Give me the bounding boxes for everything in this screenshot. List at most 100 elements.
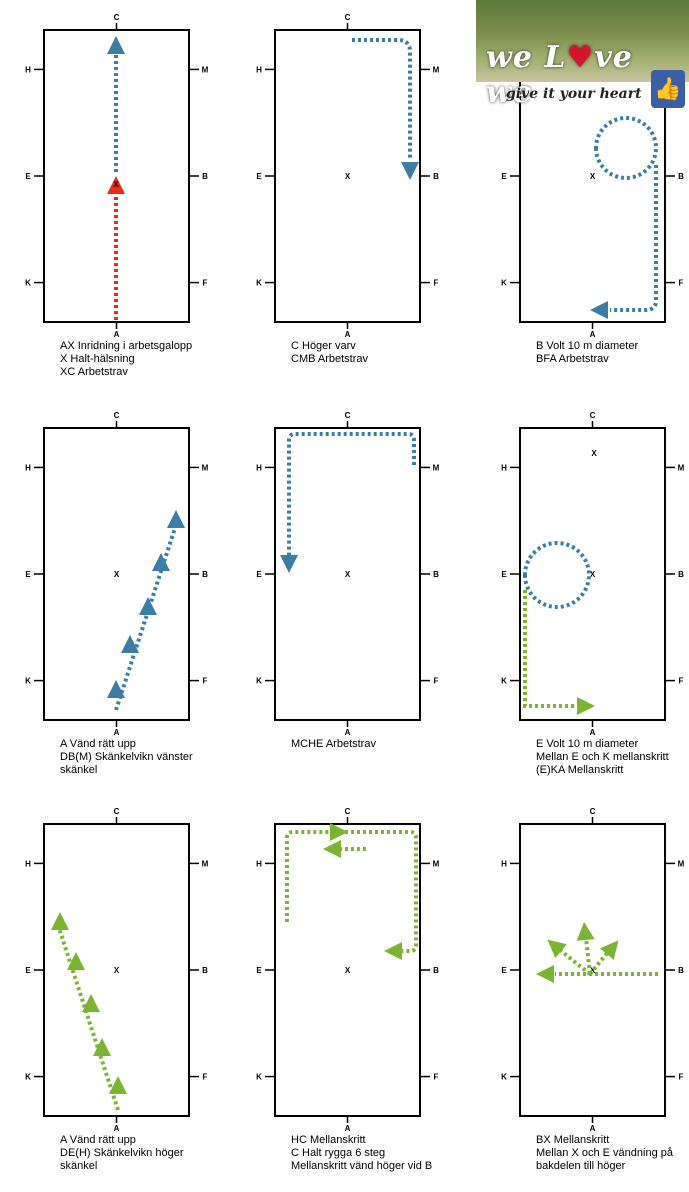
logo-wordmark: we L♥ve we [486, 40, 633, 110]
green-arrow-icon [599, 940, 619, 960]
letter-k: K [256, 677, 262, 686]
letter-h: H [25, 859, 31, 868]
letter-k: K [25, 1073, 31, 1082]
blue-path [287, 432, 416, 555]
caption-8: HC Mellanskritt C Halt rygga 6 steg Mellan… [291, 1134, 432, 1173]
we-love-logo[interactable]: we L♥ve we give it your heart 👍 [476, 0, 689, 112]
green-arrow-icon [547, 939, 567, 959]
movement-paths-layer: XX [51, 36, 659, 1111]
caption-line: XC Arbetstrav [60, 366, 128, 378]
caption-line: BX Mellanskritt [536, 1134, 610, 1146]
arena-8: C A H M E B K F X [256, 807, 440, 1133]
letter-h: H [256, 463, 262, 472]
center-x: X [590, 570, 596, 579]
center-x: X [114, 966, 120, 975]
letter-a: A [345, 330, 351, 339]
letter-k: K [25, 677, 31, 686]
letter-f: F [434, 1073, 439, 1082]
arenas-layer: C A H M E B K F C A H M E B K F X A H M E B K F X C A H M E B K F C A H M E B K… [25, 13, 685, 1133]
letter-e: E [25, 966, 31, 975]
blue-arrow-icon [121, 635, 139, 653]
blue-arrow-icon [107, 680, 125, 698]
caption-line: bakdelen till höger [536, 1160, 626, 1172]
blue-arrow-icon [107, 36, 125, 54]
caption-line: BFA Arbetstrav [536, 353, 609, 365]
letter-b: B [678, 570, 684, 579]
letter-e: E [256, 570, 262, 579]
logo-tagline: give it your heart [506, 86, 642, 102]
letter-f: F [203, 279, 208, 288]
blue-arrow-icon [401, 162, 419, 180]
letter-c: C [345, 13, 351, 22]
letter-m: M [678, 859, 685, 868]
caption-line: AX Inridning i arbetsgalopp [60, 340, 193, 352]
caption-5: MCHE Arbetstrav [291, 738, 376, 751]
letter-b: B [202, 172, 208, 181]
green-path [523, 590, 575, 708]
caption-line: C Halt rygga 6 steg [291, 1147, 386, 1159]
letter-k: K [501, 279, 507, 288]
letter-h: H [25, 463, 31, 472]
caption-line: skänkel [60, 1160, 98, 1172]
arena-6: C A H M E B K F X [501, 411, 685, 737]
arena-4: C A H M E B K F [25, 411, 209, 737]
caption-9: BX Mellanskritt Mellan X och E vändning p… [536, 1134, 673, 1173]
letter-e: E [25, 172, 31, 181]
letter-b: B [433, 966, 439, 975]
letter-m: M [433, 65, 440, 74]
arena-2: C A H M E B K F X [256, 13, 440, 339]
heart-icon: ♥ [566, 40, 595, 75]
letter-k: K [25, 279, 31, 288]
letter-c: C [590, 411, 596, 420]
letter-m: M [678, 463, 685, 472]
letter-c: C [590, 807, 596, 816]
green-path [584, 937, 592, 975]
letter-m: M [433, 859, 440, 868]
letter-f: F [679, 677, 684, 686]
blue-circle-path [594, 116, 659, 180]
caption-line: B Volt 10 m diameter [536, 340, 639, 352]
letter-m: M [433, 463, 440, 472]
letter-m: M [202, 859, 209, 868]
green-path [56, 924, 120, 1111]
letter-a: A [114, 1124, 120, 1133]
letter-b: B [202, 966, 208, 975]
letter-f: F [203, 1073, 208, 1082]
letter-h: H [25, 65, 31, 74]
green-path [345, 830, 418, 953]
letter-a: A [590, 728, 596, 737]
green-arrow-icon [384, 942, 402, 960]
blue-arrow-icon [590, 301, 608, 319]
letter-c: C [114, 13, 120, 22]
thumbs-up-icon: 👍 [651, 70, 685, 108]
horse-photo [476, 0, 689, 82]
letter-b: B [678, 966, 684, 975]
green-arrow-icon [67, 952, 85, 970]
caption-line: Mellan E och K mellanskritt [536, 751, 669, 763]
blue-path [352, 38, 412, 160]
letter-e: E [256, 966, 262, 975]
letter-k: K [256, 1073, 262, 1082]
letter-c: C [114, 411, 120, 420]
letter-a: A [590, 1124, 596, 1133]
halt-x-mark: X [591, 449, 597, 458]
letter-k: K [501, 1073, 507, 1082]
blue-circle-path [523, 541, 592, 609]
caption-line: X Halt-hälsning [60, 353, 135, 365]
letter-h: H [501, 859, 507, 868]
letter-h: H [256, 859, 262, 868]
caption-line: Mellanskritt vänd höger vid B [291, 1160, 433, 1172]
letter-e: E [501, 966, 507, 975]
caption-line: E Volt 10 m diameter [536, 738, 639, 750]
center-x: X [345, 570, 351, 579]
green-arrow-icon [51, 912, 69, 930]
letter-m: M [202, 463, 209, 472]
green-arrow-icon [82, 994, 100, 1012]
center-x: X [114, 570, 120, 579]
letter-h: H [256, 65, 262, 74]
caption-line: DE(H) Skänkelvikn höger [60, 1147, 184, 1159]
green-arrow-icon [536, 965, 554, 983]
letter-c: C [114, 807, 120, 816]
green-path [588, 950, 610, 976]
